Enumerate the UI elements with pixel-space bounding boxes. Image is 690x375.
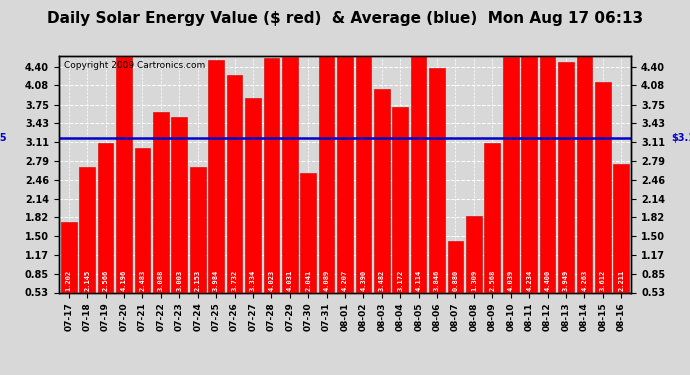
Text: 4.234: 4.234: [526, 270, 532, 291]
Text: 2.566: 2.566: [103, 270, 108, 291]
Bar: [558, 62, 574, 292]
Bar: [319, 54, 335, 292]
Text: $3.185: $3.185: [671, 133, 690, 142]
Bar: [282, 57, 297, 292]
Text: 4.263: 4.263: [582, 270, 587, 291]
Bar: [484, 143, 500, 292]
Bar: [135, 148, 150, 292]
Bar: [227, 75, 242, 292]
Bar: [374, 89, 390, 292]
Text: 3.846: 3.846: [434, 270, 440, 291]
Bar: [98, 143, 113, 292]
Bar: [337, 47, 353, 292]
Text: 2.153: 2.153: [195, 270, 201, 291]
Text: 4.031: 4.031: [287, 270, 293, 291]
Text: 4.039: 4.039: [508, 270, 514, 291]
Bar: [466, 216, 482, 292]
Text: Daily Solar Energy Value ($ red)  & Average (blue)  Mon Aug 17 06:13: Daily Solar Energy Value ($ red) & Avera…: [47, 11, 643, 26]
Bar: [208, 60, 224, 292]
Bar: [61, 222, 77, 292]
Bar: [595, 82, 611, 292]
Bar: [393, 108, 408, 292]
Bar: [153, 112, 168, 292]
Bar: [79, 167, 95, 292]
Bar: [448, 241, 463, 292]
Text: 4.023: 4.023: [268, 270, 275, 291]
Bar: [171, 117, 187, 292]
Text: 0.880: 0.880: [453, 270, 458, 291]
Text: 4.207: 4.207: [342, 270, 348, 291]
Bar: [264, 58, 279, 292]
Text: 3.732: 3.732: [232, 270, 237, 291]
Text: 4.196: 4.196: [121, 270, 127, 291]
Text: 2.568: 2.568: [489, 270, 495, 291]
Bar: [355, 36, 371, 292]
Text: 3.984: 3.984: [213, 270, 219, 291]
Text: 3.482: 3.482: [379, 270, 385, 291]
Text: 4.400: 4.400: [544, 270, 551, 291]
Text: 3.003: 3.003: [176, 270, 182, 291]
Text: 2.483: 2.483: [139, 270, 146, 291]
Text: 2.041: 2.041: [305, 270, 311, 291]
Bar: [245, 98, 261, 292]
Bar: [116, 48, 132, 292]
Bar: [411, 53, 426, 292]
Text: 2.211: 2.211: [618, 270, 624, 291]
Text: $3.185: $3.185: [0, 133, 7, 142]
Bar: [522, 45, 537, 292]
Text: 3.334: 3.334: [250, 270, 256, 291]
Text: 1.202: 1.202: [66, 270, 72, 291]
Text: 3.088: 3.088: [158, 270, 164, 291]
Bar: [613, 164, 629, 292]
Text: Copyright 2009 Cartronics.com: Copyright 2009 Cartronics.com: [64, 61, 206, 70]
Bar: [540, 36, 555, 292]
Text: 3.949: 3.949: [563, 270, 569, 291]
Text: 4.114: 4.114: [415, 270, 422, 291]
Text: 3.172: 3.172: [397, 270, 403, 291]
Text: 4.390: 4.390: [360, 270, 366, 291]
Text: 1.309: 1.309: [471, 270, 477, 291]
Bar: [429, 68, 445, 292]
Bar: [190, 167, 206, 292]
Bar: [503, 57, 519, 292]
Text: 4.089: 4.089: [324, 270, 330, 291]
Text: 2.145: 2.145: [84, 270, 90, 291]
Text: 3.612: 3.612: [600, 270, 606, 291]
Bar: [577, 44, 592, 292]
Bar: [300, 174, 316, 292]
